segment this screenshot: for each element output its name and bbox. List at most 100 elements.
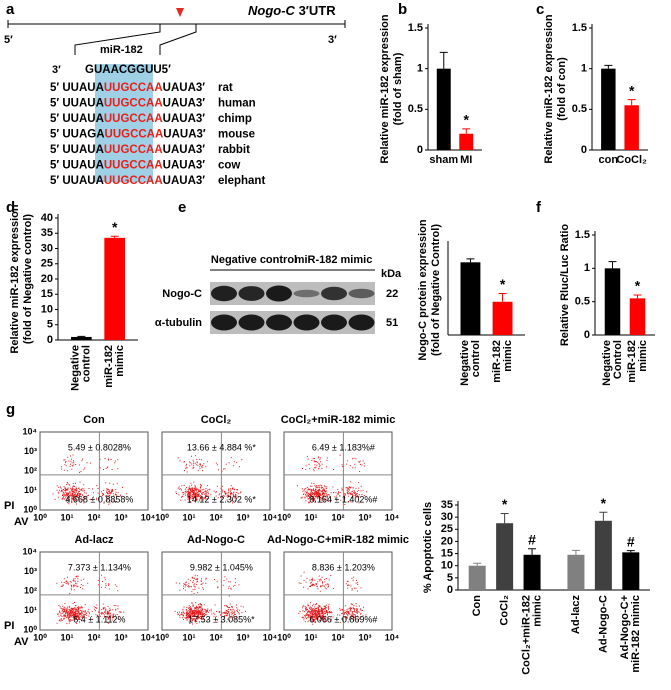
panel-label: f: [536, 199, 542, 216]
flow-y-tick: 10⁰: [23, 624, 37, 634]
y-tick-label: 0.5: [572, 103, 587, 115]
flow-x-tick: 10⁰: [155, 512, 169, 522]
seq-pre: 5′ UUAUA: [50, 175, 104, 187]
flow-y-axis: PI: [4, 620, 14, 632]
flow-x-tick: 10⁴: [263, 632, 277, 642]
seq-post: UAUA3′: [163, 113, 206, 125]
flow-y-tick: 10⁴: [23, 426, 37, 436]
error-bar: [599, 511, 608, 521]
species: elephant: [218, 175, 265, 187]
error-bar: [110, 235, 119, 238]
flow-x-axis: AV: [14, 636, 29, 648]
error-bar: [77, 335, 86, 337]
y-tick-label: 1: [417, 63, 423, 75]
significance: #: [528, 531, 536, 547]
flow-x-tick: 10¹: [304, 632, 317, 642]
y-tick-label: 25: [441, 523, 453, 535]
error-bar: [466, 258, 475, 263]
panel-label: d: [6, 199, 15, 216]
flow-x-tick: 10⁴: [141, 512, 155, 522]
seq: UAACGGU: [94, 64, 153, 76]
flow-x-tick: 10²: [87, 632, 100, 642]
y-tick-label: 30: [441, 511, 453, 523]
flow-y-tick: 10¹: [24, 605, 37, 615]
flow-x-axis: AV: [14, 516, 29, 528]
seq-seed: UUGCCAA: [104, 113, 163, 125]
error-bar: [500, 513, 509, 524]
flow-x-tick: 10⁰: [33, 512, 47, 522]
seq-row: 5′ UUAUAUUGCCAAUAUA3′: [50, 160, 205, 172]
x-tick-label: Ad-lacz: [570, 595, 582, 635]
y-axis-label: Nogo-C protein expression: [417, 219, 429, 360]
blot-group: miR-182 mimic: [295, 254, 373, 266]
significance: *: [500, 276, 506, 292]
flow-x-tick: 10⁰: [277, 512, 291, 522]
quadrant-lower: 17.53 ± 3.085%*: [188, 614, 255, 624]
quadrant-upper: 13.66 ± 4.884 %*: [187, 442, 256, 452]
species: cow: [218, 160, 240, 172]
bar: [567, 554, 585, 590]
flow-title: Ad-Nogo-C+miR-182 mimic: [267, 534, 409, 546]
x-tick-label: Negative: [459, 340, 471, 386]
seq-pre: 5′ UUAGA: [50, 129, 105, 141]
error-bar: [473, 562, 482, 566]
y-tick-label: 35: [441, 499, 453, 511]
flow-x-tick: 10³: [358, 632, 371, 642]
flow-x-tick: 10⁴: [385, 512, 399, 522]
blot-band: [211, 314, 237, 331]
y-tick-label: 10: [441, 560, 453, 572]
panel-label: b: [398, 1, 407, 18]
quadrant-lower: 6.066 ± 0.869%#: [309, 614, 377, 624]
seq-seed: UUGCCAA: [104, 82, 163, 94]
blot-band: [238, 314, 265, 331]
flow-x-tick: 10²: [87, 512, 100, 522]
y-tick-label: 10: [41, 303, 53, 315]
y-tick-label: 1.5: [408, 22, 423, 34]
error-bar: [571, 549, 580, 555]
x-tick-label: control: [81, 345, 93, 382]
seed-highlight: [95, 64, 153, 182]
seq-post: UAUA3′: [163, 175, 206, 187]
x-tick-label: miR-182: [491, 340, 503, 383]
significance: #: [627, 533, 635, 549]
flow-x-tick: 10⁴: [263, 512, 277, 522]
seq-seed: UUGCCAA: [104, 98, 163, 110]
bar: [629, 298, 646, 335]
x-tick-label: Negative: [70, 345, 82, 391]
species: human: [218, 98, 256, 110]
seq-post: UAUA3′: [163, 160, 206, 172]
y-tick-label: 0: [47, 334, 53, 346]
quadrant-upper: 8.836 ± 1.203%: [312, 562, 375, 572]
flow-x-tick: 10²: [209, 632, 222, 642]
flow-title: CoCl₂+miR-182 mimic: [281, 414, 396, 426]
x-tick-label: control: [470, 340, 482, 377]
strand-end: 3′: [328, 34, 337, 46]
flow-y-axis: PI: [4, 500, 14, 512]
bar: [460, 262, 481, 335]
quadrant-lower: 6.4 ± 1.112%: [73, 614, 125, 624]
flow-x-tick: 10⁴: [141, 632, 155, 642]
flow-x-tick: 10⁰: [33, 632, 47, 642]
seq-seed: UUGCCAA: [105, 129, 164, 141]
event-dots: [298, 571, 367, 625]
panel-label: g: [6, 401, 15, 418]
flow-y-tick: 10³: [24, 446, 37, 456]
bar: [104, 237, 125, 340]
bar: [622, 552, 640, 590]
flow-x-tick: 10⁰: [155, 632, 169, 642]
y-axis-label: Relative miR-182 expression: [379, 14, 391, 163]
flow-y-tick: 10²: [24, 585, 37, 595]
flow-frame: [283, 431, 393, 511]
flow-title: Con: [83, 414, 105, 426]
y-tick-label: 1: [581, 63, 587, 75]
significance: *: [502, 496, 508, 512]
zoom-line: [74, 24, 161, 55]
blot-band: [211, 285, 237, 302]
y-tick-label: 20: [41, 273, 53, 285]
flow-x-tick: 10¹: [60, 632, 73, 642]
y-tick-label: 25: [41, 258, 53, 270]
y-tick-label: 0.5: [575, 296, 590, 308]
seq-row: 5′ UUAUAUUGCCAAUAUA3′: [50, 144, 205, 156]
